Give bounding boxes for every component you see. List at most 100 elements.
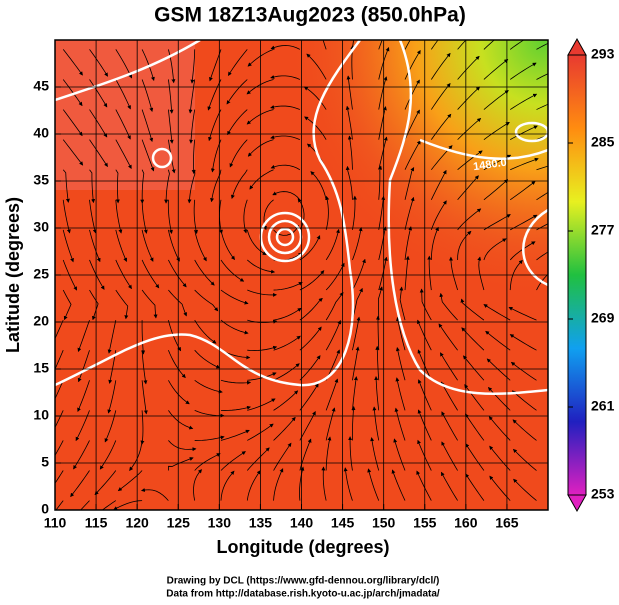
streamline: [352, 376, 358, 411]
streamline: [141, 49, 155, 82]
streamline: [512, 419, 537, 441]
streamline: [141, 259, 160, 289]
streamline: [168, 49, 176, 84]
streamline: [510, 214, 538, 231]
streamline: [325, 320, 342, 351]
colorbar-cap: [567, 494, 587, 513]
x-tick-label: 160: [454, 515, 478, 531]
streamline: [419, 288, 432, 321]
streamline: [167, 109, 174, 144]
streamline: [463, 355, 485, 381]
streamline: [246, 79, 274, 95]
streamline: [89, 229, 101, 263]
streamline: [536, 165, 548, 171]
streamline: [220, 229, 235, 261]
streamline: [465, 413, 485, 441]
streamline: [77, 350, 90, 383]
streamline: [378, 40, 383, 50]
streamline: [168, 289, 187, 317]
streamline: [194, 289, 219, 312]
streamline: [117, 470, 143, 492]
streamline: [511, 390, 537, 411]
streamline: [55, 319, 64, 340]
credit-line: Data from http://database.rish.kyoto-u.a…: [166, 589, 440, 600]
streamline: [194, 409, 225, 418]
streamline: [378, 165, 382, 200]
x-tick-label: 125: [167, 515, 191, 531]
streamline: [62, 49, 83, 76]
streamline: [299, 297, 323, 321]
streamline: [513, 478, 537, 501]
streamline: [228, 49, 248, 76]
streamline: [194, 349, 221, 369]
streamline: [246, 470, 261, 501]
x-tick-label: 130: [208, 515, 232, 531]
streamline: [430, 200, 447, 231]
streamline: [457, 117, 482, 140]
streamline: [141, 139, 155, 172]
streamline: [55, 380, 64, 400]
streamline: [536, 73, 548, 80]
y-tick-label: 0: [41, 501, 49, 517]
streamline: [510, 361, 537, 381]
streamline: [347, 135, 353, 170]
streamline: [404, 226, 413, 261]
streamline: [247, 345, 278, 351]
streamline: [457, 55, 480, 80]
streamline: [115, 139, 132, 170]
streamline: [89, 139, 108, 168]
streamline: [325, 228, 340, 261]
streamline: [391, 469, 406, 501]
streamline: [486, 358, 511, 381]
streamline: [80, 500, 90, 510]
streamline: [188, 79, 196, 114]
streamline: [509, 62, 537, 80]
streamline: [89, 169, 96, 204]
streamline: [168, 380, 190, 405]
streamline: [220, 405, 251, 411]
x-tick-label: 165: [495, 515, 519, 531]
streamline: [509, 93, 538, 110]
y-axis-label: Latitude (degrees): [3, 197, 23, 353]
streamline: [378, 256, 388, 291]
streamline: [348, 436, 353, 471]
streamline: [89, 199, 97, 234]
streamline: [352, 346, 360, 381]
streamline: [62, 169, 70, 203]
streamline: [417, 439, 432, 471]
streamline: [141, 289, 158, 319]
streamline: [220, 470, 235, 501]
streamline: [62, 199, 71, 234]
streamline: [306, 53, 327, 80]
streamline: [164, 169, 170, 204]
streamline: [512, 448, 537, 471]
streamline: [416, 470, 432, 501]
streamline: [247, 289, 278, 297]
streamline: [140, 169, 145, 204]
streamline: [430, 82, 451, 110]
streamline: [370, 437, 380, 471]
streamline: [404, 167, 415, 200]
streamline: [270, 164, 301, 171]
y-tick-label: 30: [33, 219, 49, 235]
streamline: [273, 307, 302, 321]
streamline: [427, 255, 432, 291]
streamline: [220, 319, 249, 335]
streamline: [351, 405, 356, 441]
streamline: [272, 191, 301, 201]
streamline: [141, 109, 154, 143]
streamline: [352, 227, 363, 261]
x-tick-label: 115: [85, 515, 108, 531]
streamline: [107, 380, 117, 414]
streamline: [457, 208, 482, 231]
streamline: [457, 175, 479, 201]
x-tick-label: 155: [413, 515, 437, 531]
streamline: [404, 40, 411, 50]
streamline: [483, 40, 495, 50]
field: [55, 40, 548, 510]
streamline: [536, 251, 548, 261]
streamline: [141, 79, 154, 112]
streamline: [194, 379, 223, 394]
streamline: [193, 469, 203, 501]
